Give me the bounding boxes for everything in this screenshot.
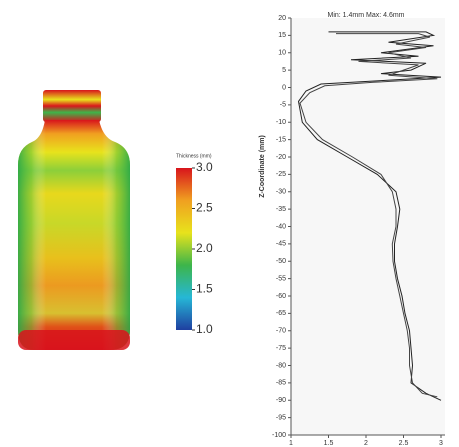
y-tick-label: -70 <box>276 328 286 335</box>
colorbar-title: Thickness (mm) <box>176 153 212 159</box>
y-tick-label: -90 <box>276 397 286 404</box>
y-tick-label: -95 <box>276 414 286 421</box>
y-tick-label: -100 <box>272 432 286 439</box>
y-tick-label: -25 <box>276 171 286 178</box>
colorbar-tick-label: 2.5 <box>196 201 213 215</box>
figure: Thickness (mm)3.0 2.5 2.0 1.5 1.0 Min: 1.4mm… <box>0 0 459 447</box>
y-tick-label: -20 <box>276 154 286 161</box>
y-tick-label: 0 <box>282 84 286 91</box>
y-tick-label: -60 <box>276 293 286 300</box>
y-tick-label: -55 <box>276 275 286 282</box>
x-tick-label: 1.5 <box>324 440 334 447</box>
colorbar-tick-label: 3.0 <box>196 160 213 174</box>
colorbar-rect <box>176 168 192 330</box>
chart-title: Min: 1.4mm Max: 4.6mm <box>327 12 404 19</box>
y-tick-label: -40 <box>276 223 286 230</box>
colorbar-tick-label: 2.0 <box>196 241 213 255</box>
y-tick-label: -30 <box>276 189 286 196</box>
y-tick-label: -65 <box>276 310 286 317</box>
y-tick-label: -15 <box>276 136 286 143</box>
y-tick-label: -80 <box>276 362 286 369</box>
page: Thickness (mm)3.0 2.5 2.0 1.5 1.0 Min: 1.4mm… <box>0 0 459 447</box>
y-tick-label: -35 <box>276 206 286 213</box>
y-tick-label: -45 <box>276 241 286 248</box>
y-axis-label: Z-Coordinate (mm) <box>259 135 266 198</box>
x-tick-label: 2 <box>364 440 368 447</box>
y-tick-label: -85 <box>276 380 286 387</box>
x-tick-label: 2.5 <box>399 440 409 447</box>
y-tick-label: -75 <box>276 345 286 352</box>
y-tick-label: -10 <box>276 119 286 126</box>
bottle <box>18 90 130 350</box>
y-tick-label: 20 <box>278 15 286 22</box>
y-tick-label: 5 <box>282 67 286 74</box>
colorbar: Thickness (mm)3.0 2.5 2.0 1.5 1.0 <box>176 153 213 336</box>
x-tick-label: 1 <box>289 440 293 447</box>
plot-area <box>291 18 445 435</box>
x-tick-label: 3 <box>439 440 443 447</box>
y-tick-label: -5 <box>280 102 286 109</box>
colorbar-tick-label: 1.0 <box>196 322 213 336</box>
y-tick-label: 15 <box>278 32 286 39</box>
y-tick-label: 10 <box>278 50 286 57</box>
y-tick-label: -50 <box>276 258 286 265</box>
colorbar-tick-label: 1.5 <box>196 282 213 296</box>
